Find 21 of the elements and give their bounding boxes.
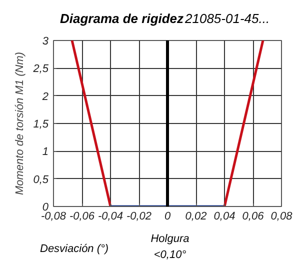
y-axis-title: Momento de torsión M1 (Nm) bbox=[14, 52, 26, 196]
chart-title: Diagrama de rigidez bbox=[60, 10, 184, 28]
x-tick-label: 0,06 bbox=[242, 210, 265, 222]
y-tick-label: 3 bbox=[42, 36, 50, 48]
x-tick-label: 0,02 bbox=[185, 210, 207, 222]
x-tick-label: -0,04 bbox=[98, 210, 124, 222]
chart-subtitle: 21085-01-45... bbox=[185, 10, 270, 28]
x-tick-label: -0,06 bbox=[69, 210, 96, 222]
x-tick-label: 0,04 bbox=[214, 210, 236, 222]
y-tick-label: 2 bbox=[41, 90, 49, 103]
text: Holgura <0,10° bbox=[150, 232, 190, 263]
y-tick-label: 1,5 bbox=[33, 118, 50, 130]
x-tick-label: -0,08 bbox=[40, 210, 67, 222]
x-tick-label: -0,02 bbox=[126, 210, 152, 222]
x-tick-label: 0,08 bbox=[270, 210, 294, 222]
text: Desviación (°) bbox=[40, 242, 109, 257]
y-tick-label: 0 bbox=[42, 202, 50, 214]
y-tick-label: 1 bbox=[42, 146, 49, 158]
y-tick-label: 0,5 bbox=[33, 174, 50, 186]
x-tick-label: 0 bbox=[164, 210, 172, 222]
y-tick-label: 2,5 bbox=[32, 63, 50, 76]
